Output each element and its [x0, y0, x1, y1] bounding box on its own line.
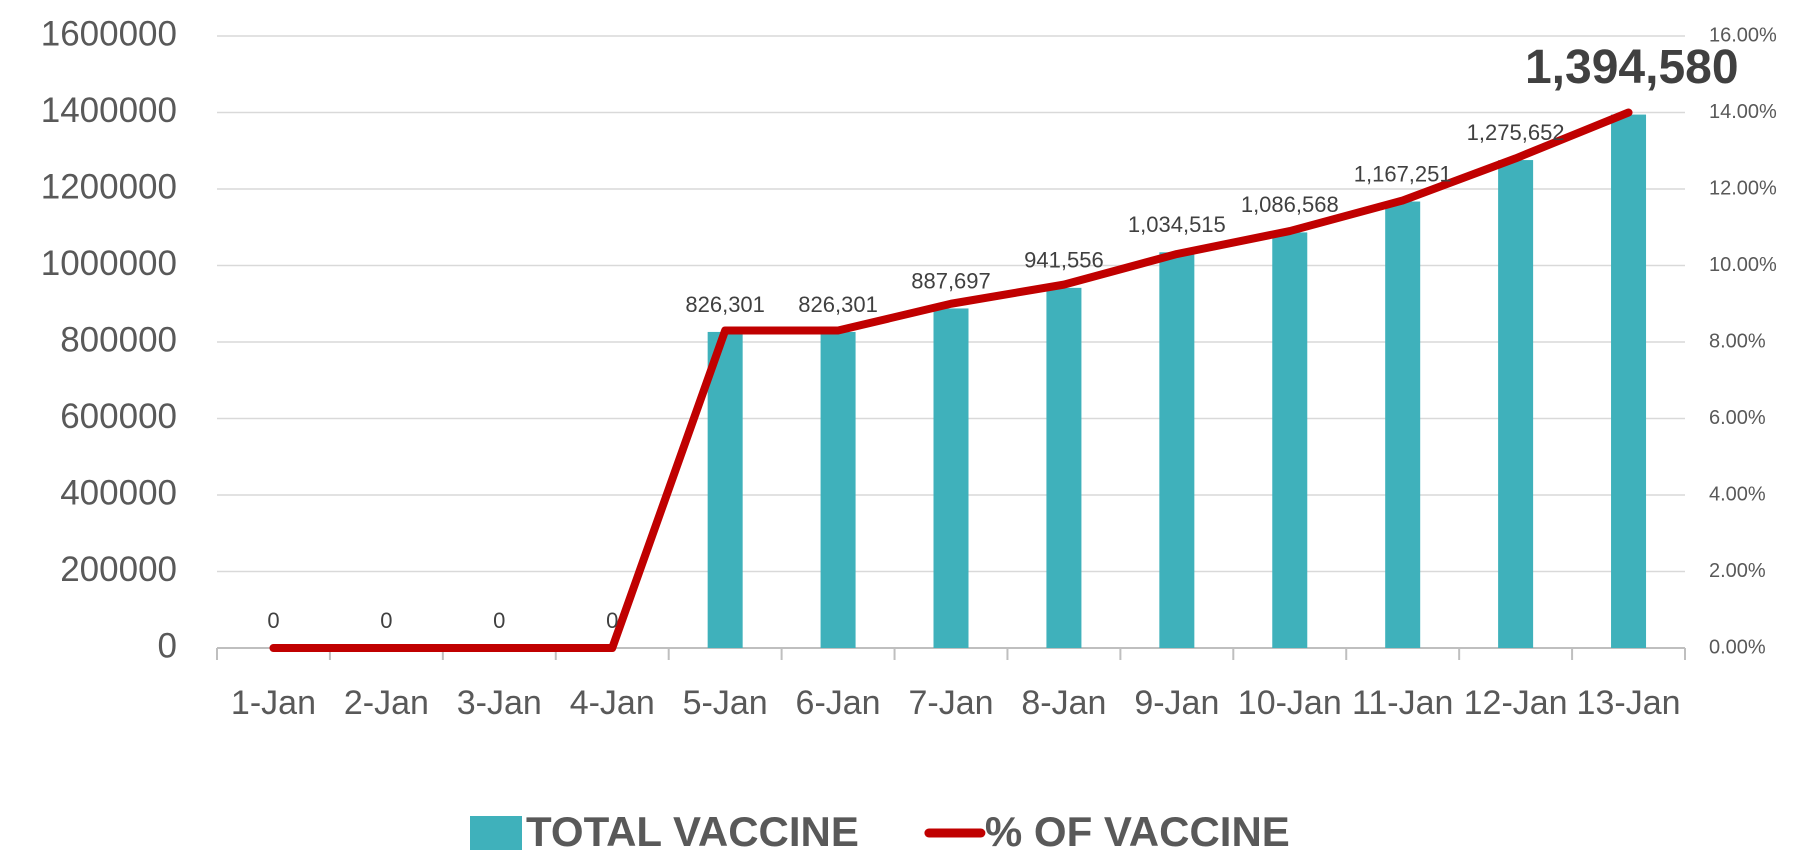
data-label: 0	[493, 608, 505, 633]
y-tick-label: 1600000	[41, 14, 177, 53]
data-label: 826,301	[685, 292, 765, 317]
data-label: 0	[380, 608, 392, 633]
y2-tick-label: 8.00%	[1709, 330, 1766, 352]
data-label: 0	[606, 608, 618, 633]
x-tick-label: 2-Jan	[344, 684, 429, 722]
x-tick-label: 8-Jan	[1021, 684, 1106, 722]
bar	[1498, 160, 1534, 648]
bar	[1385, 201, 1421, 648]
y2-tick-label: 16.00%	[1709, 24, 1777, 46]
x-tick-label: 13-Jan	[1577, 684, 1681, 722]
x-tick-label: 6-Jan	[796, 684, 881, 722]
x-tick-label: 9-Jan	[1134, 684, 1219, 722]
y-tick-label: 1200000	[41, 167, 177, 206]
data-label: 0	[267, 608, 279, 633]
bar	[1272, 232, 1308, 648]
y2-tick-label: 6.00%	[1709, 407, 1766, 429]
bar	[1611, 114, 1647, 649]
x-tick-label: 11-Jan	[1352, 684, 1453, 722]
y2-tick-label: 12.00%	[1709, 177, 1777, 199]
y2-tick-label: 10.00%	[1709, 254, 1777, 276]
y2-tick-label: 4.00%	[1709, 483, 1766, 505]
y-tick-label: 200000	[60, 550, 177, 589]
bar	[1046, 287, 1082, 648]
y2-tick-label: 0.00%	[1709, 636, 1766, 658]
y-tick-label: 400000	[60, 473, 177, 512]
legend-swatch	[470, 816, 522, 850]
data-label: 941,556	[1024, 248, 1104, 273]
x-tick-label: 4-Jan	[570, 684, 655, 722]
y-tick-label: 600000	[60, 397, 177, 436]
legend-label: % OF VACCINE	[985, 808, 1290, 851]
data-label: 1,394,580	[1525, 41, 1739, 94]
line	[269, 108, 1633, 652]
data-label: 887,697	[911, 268, 991, 293]
y-tick-label: 800000	[60, 320, 177, 359]
y-tick-label: 1400000	[41, 91, 177, 130]
data-label: 1,034,515	[1128, 212, 1226, 237]
x-tick-label: 1-Jan	[231, 684, 316, 722]
data-label: 1,167,251	[1354, 161, 1452, 186]
x-tick-label: 3-Jan	[457, 684, 542, 722]
y2-tick-label: 2.00%	[1709, 560, 1766, 582]
bar	[1159, 252, 1195, 648]
x-tick-label: 12-Jan	[1464, 684, 1568, 722]
y-tick-label: 0	[158, 626, 177, 665]
bar	[707, 331, 743, 648]
x-tick-label: 7-Jan	[908, 684, 993, 722]
bar	[820, 331, 856, 648]
data-label: 826,301	[798, 292, 878, 317]
data-label: 1,275,652	[1467, 120, 1565, 145]
y-tick-label: 1000000	[41, 244, 177, 283]
legend-label: TOTAL VACCINE	[526, 808, 859, 851]
x-tick-label: 5-Jan	[683, 684, 768, 722]
data-label: 1,086,568	[1241, 192, 1339, 217]
x-tick-label: 10-Jan	[1238, 684, 1342, 722]
y2-tick-label: 14.00%	[1709, 101, 1777, 123]
bar	[933, 308, 969, 648]
